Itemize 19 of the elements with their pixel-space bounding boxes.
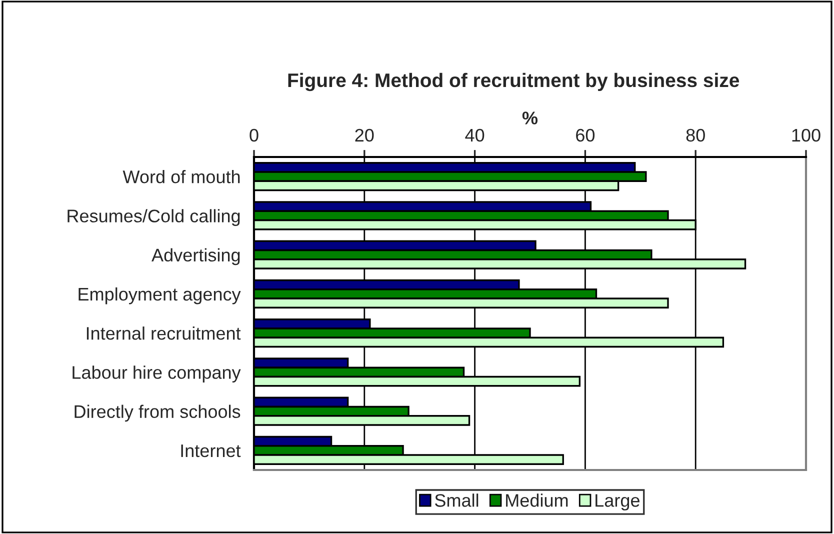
y-tick-label: Directly from schools bbox=[74, 404, 240, 422]
y-tick-label: Internet bbox=[181, 444, 241, 458]
y-tick-label: Internal recruitment bbox=[86, 326, 241, 340]
y-tick-label: Resumes/Cold calling bbox=[68, 209, 240, 226]
x-tick-label: 20 bbox=[355, 128, 374, 142]
y-tick-label: Word of mouth bbox=[122, 170, 240, 184]
y-tick-label: Employment agency bbox=[78, 287, 241, 304]
x-tick-label: 100 bbox=[792, 128, 820, 142]
legend-label: Large bbox=[596, 494, 640, 510]
legend-label: Medium bbox=[506, 494, 568, 507]
legend-label: Small bbox=[435, 494, 478, 507]
y-tick-label: Advertising bbox=[152, 248, 240, 266]
x-tick-label: 0 bbox=[250, 128, 258, 142]
chart-title: Figure 4: Method of recruitment by business size bbox=[288, 72, 740, 92]
y-tick-label: Labour hire company bbox=[72, 366, 241, 382]
x-tick-label: 80 bbox=[686, 128, 705, 142]
x-tick-label: 40 bbox=[465, 128, 484, 142]
x-tick-label: 60 bbox=[576, 128, 595, 142]
x-axis-title: % bbox=[522, 112, 538, 124]
